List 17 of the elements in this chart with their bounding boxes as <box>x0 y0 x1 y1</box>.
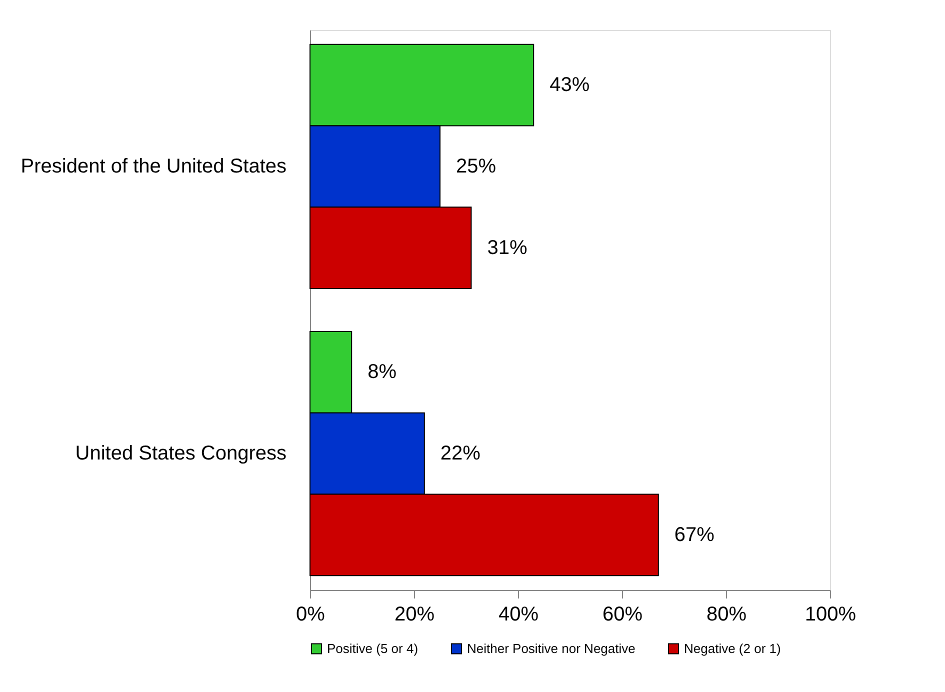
x-tick-label: 60% <box>602 604 643 626</box>
legend-label: Neither Positive nor Negative <box>467 640 636 656</box>
data-label: 31% <box>487 236 528 259</box>
data-label: 43% <box>550 74 590 96</box>
y-tick-label: United States Congress <box>75 442 286 465</box>
y-tick-label: President of the United States <box>20 155 286 178</box>
legend-label: Negative (2 or 1) <box>684 640 781 656</box>
data-label: 67% <box>674 524 715 546</box>
data-label: 25% <box>456 155 496 178</box>
x-tick-label: 80% <box>706 604 747 626</box>
legend-label: Positive (5 or 4) <box>327 640 418 656</box>
data-label: 8% <box>368 361 397 384</box>
x-tick-label: 100% <box>804 604 856 626</box>
x-tick-label: 0% <box>296 604 326 626</box>
data-label: 22% <box>440 442 481 465</box>
x-tick-label: 20% <box>394 604 435 626</box>
x-tick-label: 40% <box>498 604 539 626</box>
